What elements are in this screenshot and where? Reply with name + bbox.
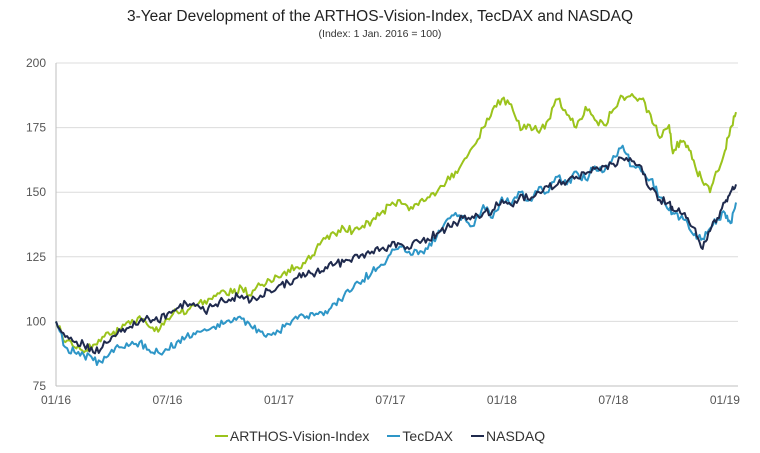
legend-swatch-nasdaq [471, 435, 484, 437]
y-tick-label: 150 [26, 185, 46, 199]
legend-item-nasdaq[interactable]: NASDAQ [471, 428, 545, 444]
y-tick-label: 75 [33, 379, 47, 393]
legend-swatch-arthos [214, 435, 228, 437]
y-tick-label: 175 [26, 121, 46, 135]
y-tick-label: 100 [26, 314, 46, 328]
x-tick-label: 01/17 [264, 393, 294, 407]
x-tick-label: 07/16 [152, 393, 182, 407]
x-tick-label: 07/17 [375, 393, 405, 407]
x-tick-label: 07/18 [598, 393, 628, 407]
legend: ARTHOS-Vision-Index TecDAX NASDAQ [0, 428, 760, 444]
legend-swatch-tecdax [387, 435, 401, 437]
axes [55, 63, 738, 387]
series-lines [55, 93, 737, 366]
y-tick-label: 200 [26, 56, 46, 70]
chart-title: 3-Year Development of the ARTHOS-Vision-… [126, 8, 633, 25]
x-tick-label: 01/16 [41, 393, 71, 407]
chart-subtitle: (Index: 1 Jan. 2016 = 100) [318, 28, 442, 40]
legend-label-tecdax: TecDAX [402, 428, 453, 444]
series-line-arthos-vision-index [55, 93, 737, 354]
x-tick-labels: 01/16 07/16 01/17 07/17 01/18 07/18 01/19 [41, 393, 740, 407]
legend-label-nasdaq: NASDAQ [486, 428, 546, 444]
grid-lines [56, 62, 738, 322]
y-tick-labels: 75 100 125 150 175 200 [26, 56, 46, 393]
series-line-nasdaq [55, 156, 737, 355]
legend-item-arthos[interactable]: ARTHOS-Vision-Index [214, 428, 370, 444]
y-tick-label: 125 [26, 250, 46, 264]
legend-label-arthos: ARTHOS-Vision-Index [229, 428, 370, 444]
x-tick-label: 01/19 [710, 393, 740, 407]
x-tick-label: 01/18 [487, 393, 517, 407]
legend-item-tecdax[interactable]: TecDAX [387, 428, 453, 444]
